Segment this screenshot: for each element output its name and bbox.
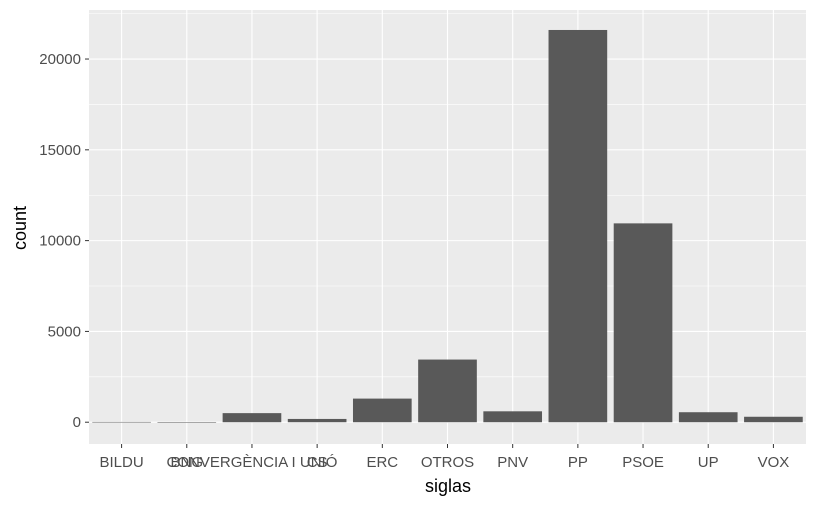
y-tick-label: 20000: [39, 51, 81, 68]
bars: [92, 29, 803, 423]
y-tick-label: 10000: [39, 233, 81, 250]
bar: [287, 418, 347, 423]
x-tick-label: PSOE: [622, 454, 664, 471]
bar: [92, 421, 151, 423]
bar: [613, 223, 673, 423]
x-tick-label: BNG: [171, 454, 204, 471]
x-tick-label: CONVERGÈNCIA I UNIÓ: [167, 454, 338, 471]
bar: [157, 422, 217, 423]
x-tick-label: UP: [698, 454, 719, 471]
x-tick-label: VOX: [758, 454, 790, 471]
x-axis-title: siglas: [425, 476, 471, 496]
bar: [352, 398, 412, 423]
bar: [483, 411, 543, 423]
y-tick-label: 5000: [48, 323, 81, 340]
x-tick-label: BILDU: [99, 454, 143, 471]
y-axis-ticks: 0 5000 10000 15000 20000: [39, 51, 89, 431]
y-tick-label: 0: [73, 414, 81, 431]
bar: [222, 413, 282, 423]
y-tick-label: 15000: [39, 142, 81, 159]
x-tick-label: PNV: [497, 454, 528, 471]
bar: [678, 412, 738, 423]
x-tick-label: PP: [568, 454, 588, 471]
bar: [418, 359, 477, 423]
bar: [744, 416, 803, 423]
x-tick-label: CS: [307, 454, 328, 471]
x-tick-label: OTROS: [421, 454, 474, 471]
bar: [548, 29, 608, 423]
x-tick-label: ERC: [366, 454, 398, 471]
y-axis-title: count: [10, 206, 30, 250]
